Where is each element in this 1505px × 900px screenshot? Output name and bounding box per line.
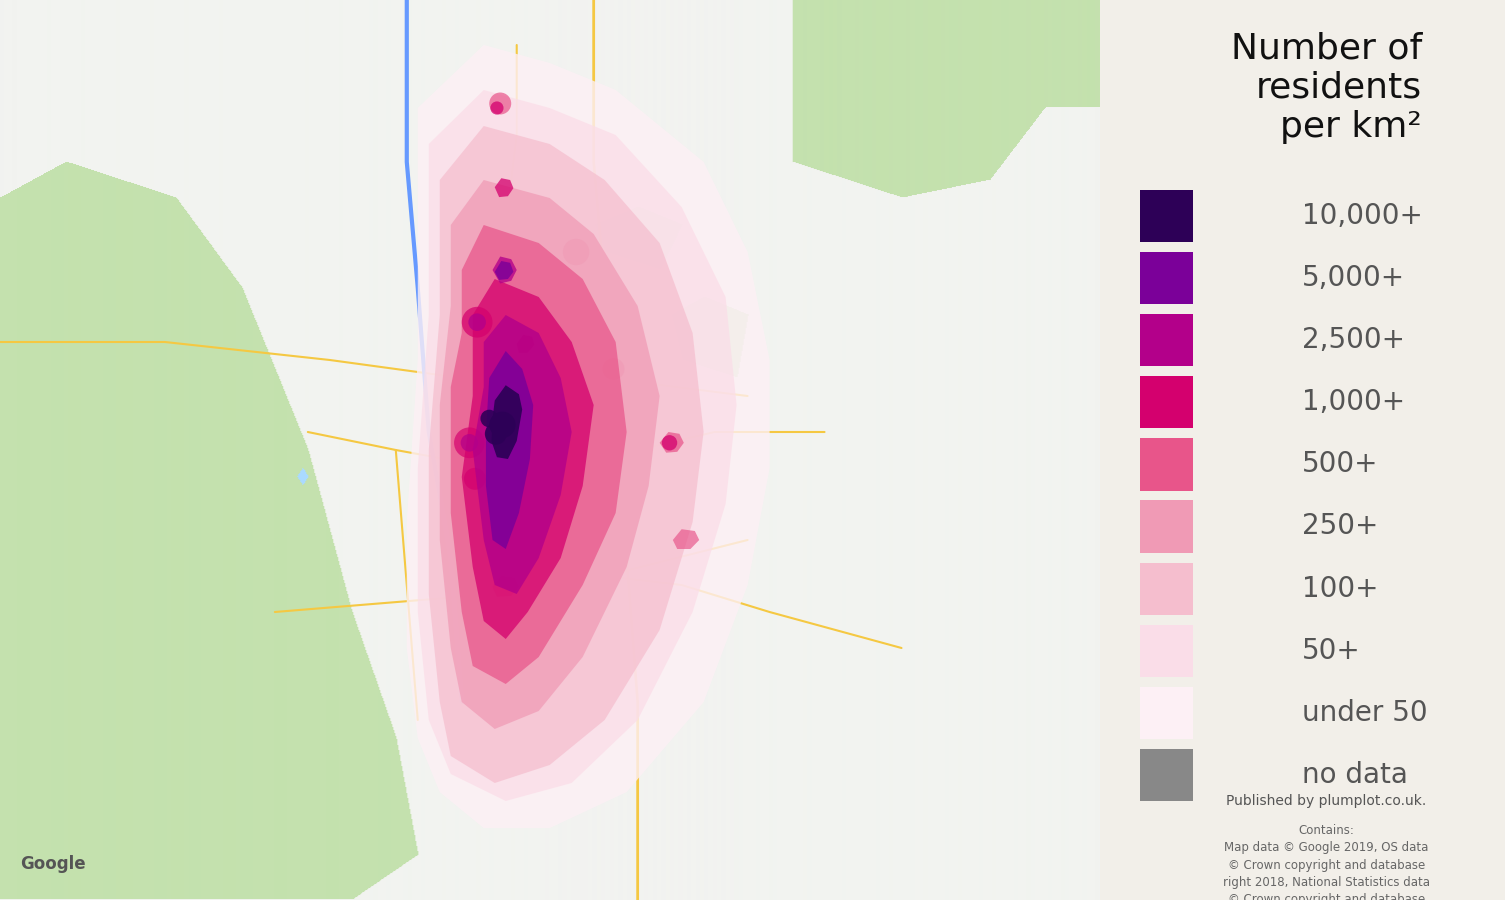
Polygon shape	[492, 256, 516, 284]
Circle shape	[491, 102, 504, 114]
Text: 10,000+: 10,000+	[1302, 202, 1424, 230]
FancyBboxPatch shape	[1139, 252, 1192, 304]
Text: 500+: 500+	[1302, 450, 1379, 479]
Polygon shape	[418, 90, 736, 801]
Text: Contains:
Map data © Google 2019, OS data
© Crown copyright and database
right 2: Contains: Map data © Google 2019, OS dat…	[1224, 824, 1430, 900]
Circle shape	[485, 423, 507, 445]
FancyBboxPatch shape	[1139, 625, 1192, 677]
Polygon shape	[439, 180, 659, 729]
Circle shape	[462, 307, 492, 338]
Circle shape	[480, 410, 498, 427]
Polygon shape	[462, 279, 593, 639]
FancyBboxPatch shape	[1139, 562, 1192, 615]
Circle shape	[468, 313, 486, 331]
Circle shape	[461, 434, 479, 452]
FancyBboxPatch shape	[1139, 687, 1192, 739]
Polygon shape	[673, 529, 700, 549]
FancyBboxPatch shape	[1139, 438, 1192, 491]
FancyBboxPatch shape	[1139, 749, 1192, 801]
Text: 2,500+: 2,500+	[1302, 326, 1406, 355]
Circle shape	[602, 358, 625, 380]
Circle shape	[455, 428, 485, 458]
FancyBboxPatch shape	[1139, 190, 1192, 242]
FancyBboxPatch shape	[1139, 314, 1192, 366]
FancyBboxPatch shape	[1139, 500, 1192, 553]
Polygon shape	[659, 432, 683, 453]
Circle shape	[489, 411, 516, 438]
Circle shape	[489, 93, 512, 114]
Polygon shape	[406, 45, 769, 828]
Polygon shape	[486, 351, 533, 549]
Text: Number of
residents
per km²: Number of residents per km²	[1231, 32, 1422, 144]
Polygon shape	[495, 261, 513, 280]
Circle shape	[662, 435, 677, 451]
FancyBboxPatch shape	[1139, 376, 1192, 428]
Text: 1,000+: 1,000+	[1302, 388, 1406, 417]
Text: 5,000+: 5,000+	[1302, 264, 1406, 292]
Circle shape	[563, 238, 590, 266]
Polygon shape	[429, 126, 704, 783]
Text: Published by plumplot.co.uk.: Published by plumplot.co.uk.	[1227, 794, 1427, 808]
Polygon shape	[495, 178, 513, 197]
Polygon shape	[473, 315, 572, 594]
Polygon shape	[452, 225, 626, 684]
Text: 100+: 100+	[1302, 574, 1379, 603]
Polygon shape	[492, 385, 522, 459]
Text: 50+: 50+	[1302, 636, 1361, 665]
Polygon shape	[492, 576, 519, 597]
Text: no data: no data	[1302, 760, 1409, 789]
Text: under 50: under 50	[1302, 698, 1428, 727]
Text: 250+: 250+	[1302, 512, 1379, 541]
Polygon shape	[516, 335, 534, 353]
Circle shape	[464, 468, 486, 490]
Text: Google: Google	[20, 855, 86, 873]
